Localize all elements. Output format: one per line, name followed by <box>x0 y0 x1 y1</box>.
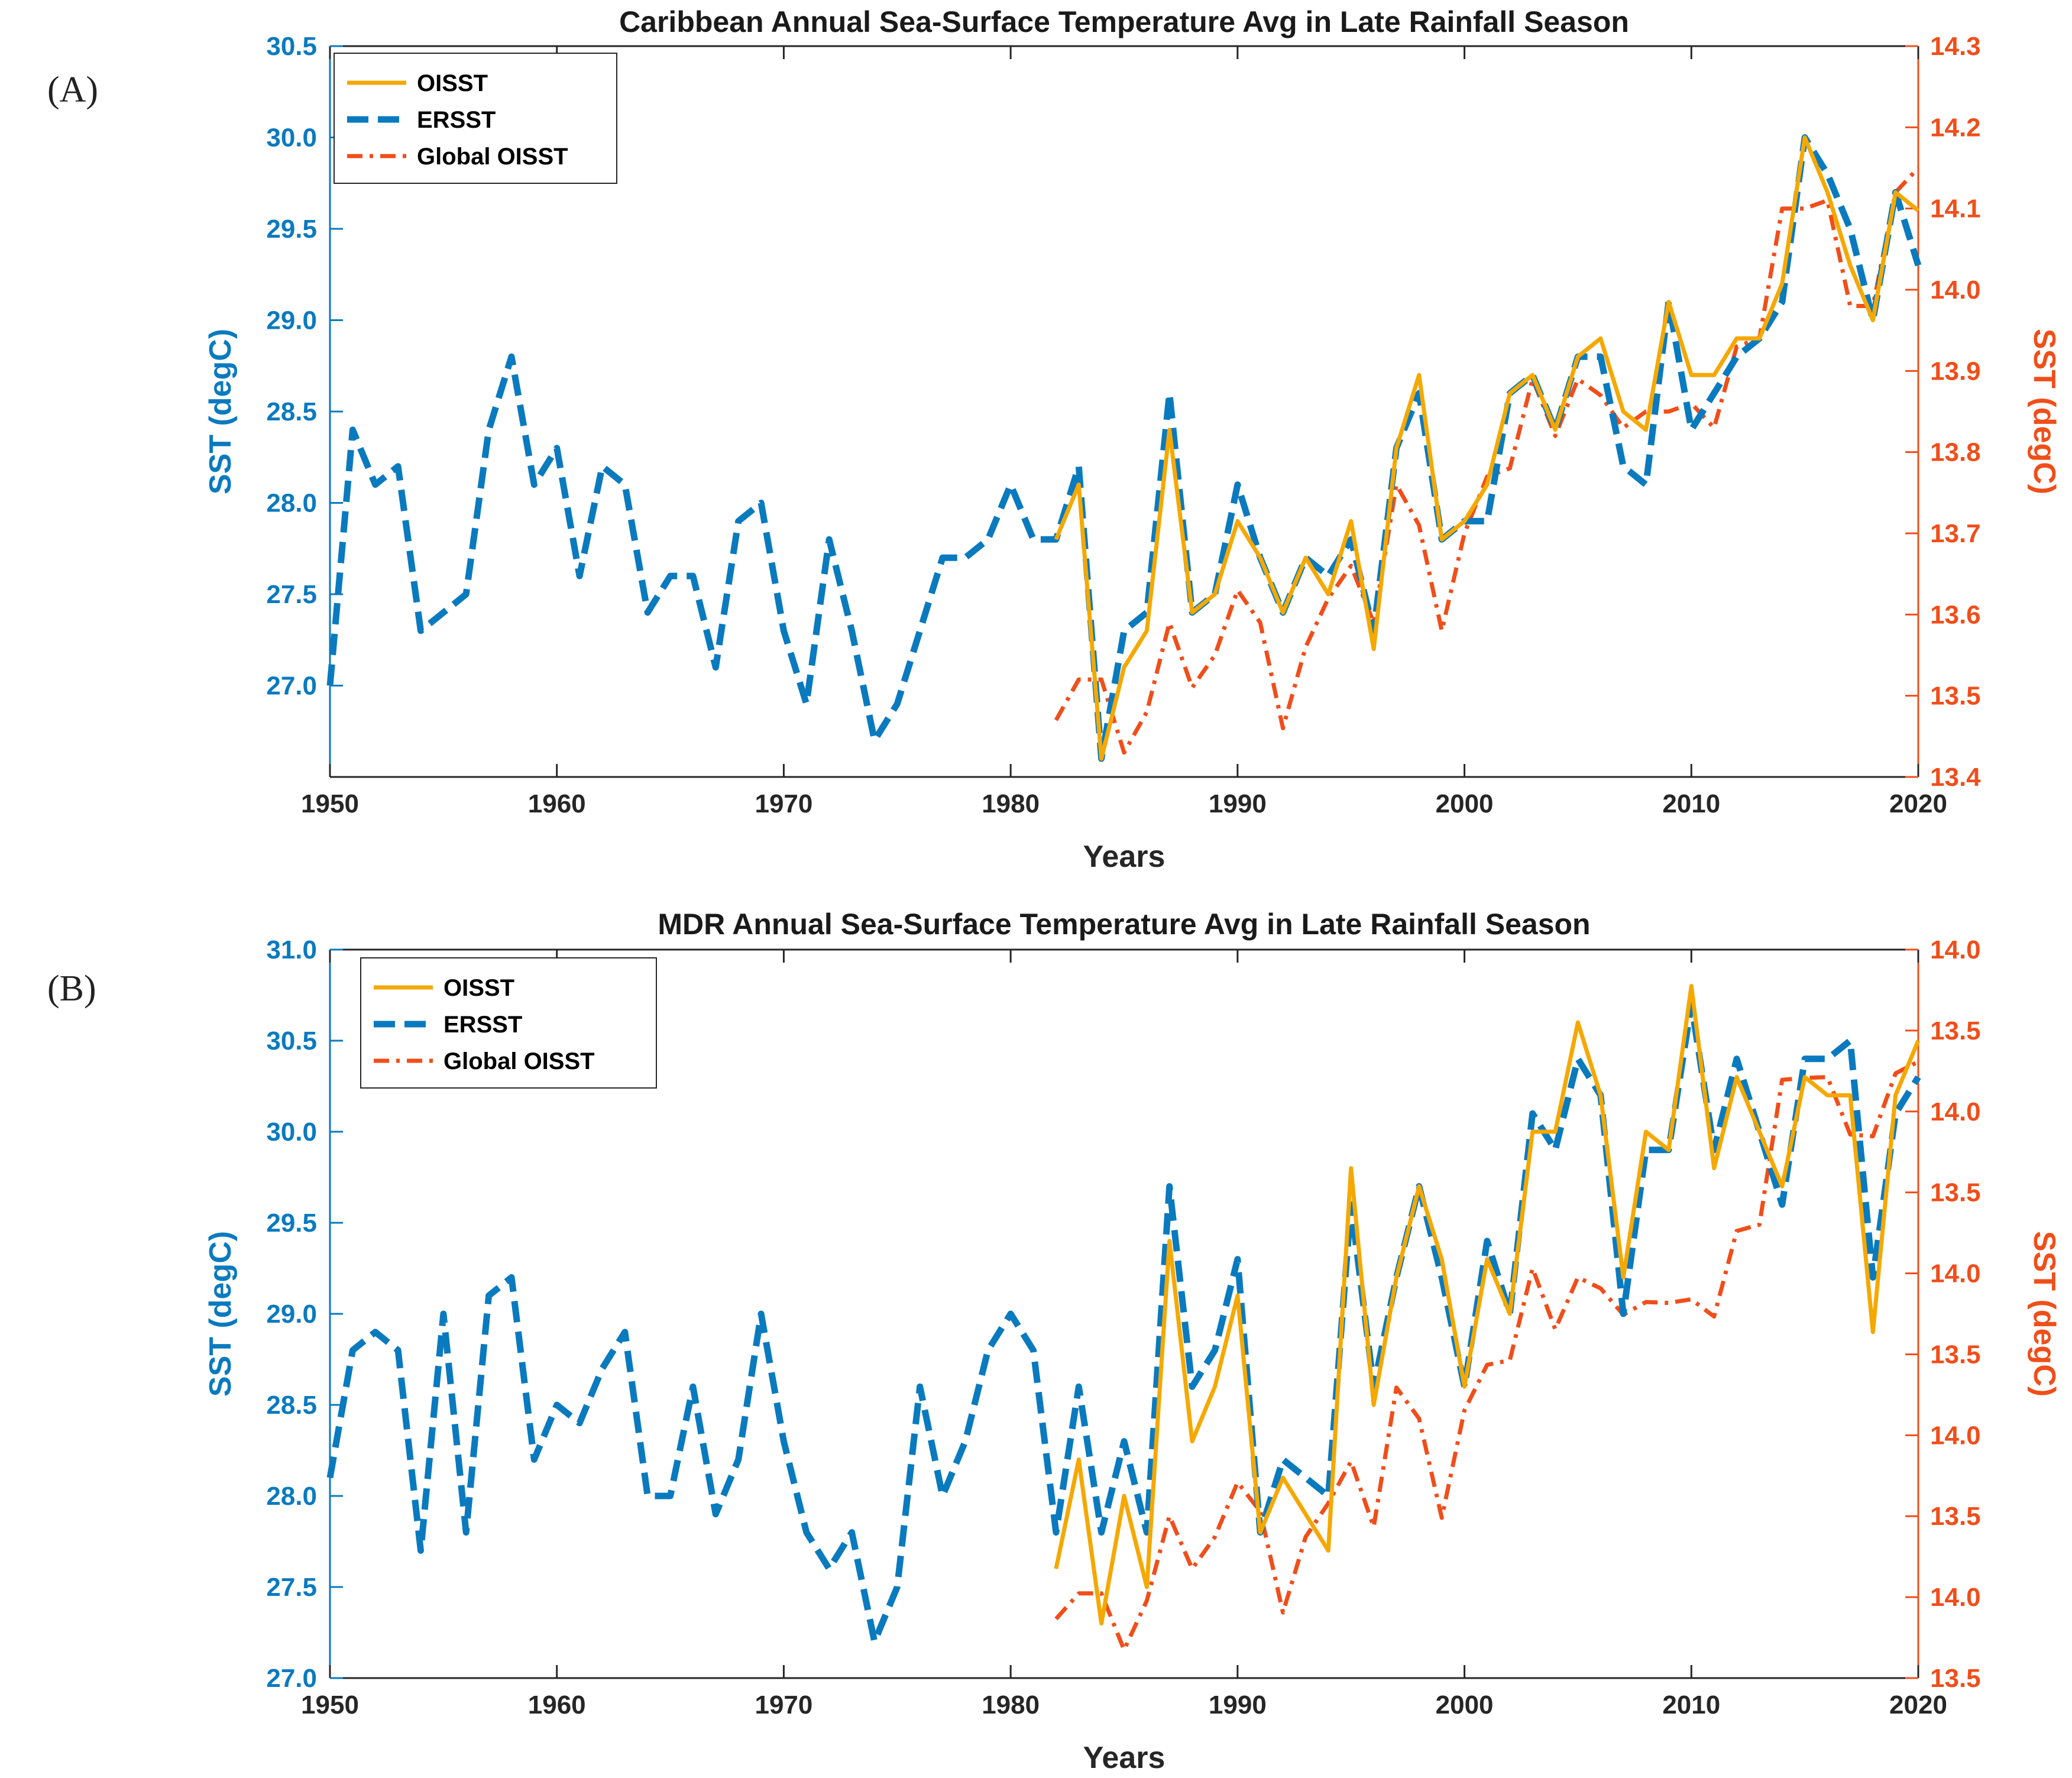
chart-title: MDR Annual Sea-Surface Temperature Avg i… <box>658 908 1590 941</box>
x-tick-label: 1960 <box>528 1690 586 1719</box>
y-axis-label-left: SST (degC) <box>203 329 238 494</box>
y-right-tick-label: 13.5 <box>1930 1502 1981 1531</box>
legend-label: OISST <box>417 70 488 96</box>
x-tick-label: 2000 <box>1436 789 1494 818</box>
y-left-tick-label: 27.0 <box>266 672 317 701</box>
y-right-tick-label: 14.0 <box>1930 276 1981 305</box>
y-left-tick-label: 29.0 <box>266 1300 317 1329</box>
chart-panel-a: (A) Caribbean Annual Sea-Surface Temperat… <box>47 5 2061 874</box>
panel-label: (B) <box>47 969 96 1009</box>
y-right-tick-label: 13.6 <box>1930 600 1981 629</box>
y-right-tick-label: 13.4 <box>1930 763 1981 792</box>
x-tick-label: 1980 <box>982 1690 1040 1719</box>
y-right-tick-label: 14.0 <box>1930 1583 1981 1612</box>
y-left-tick-label: 30.5 <box>266 32 317 61</box>
x-tick-label: 2000 <box>1436 1690 1494 1719</box>
y-left-tick-label: 31.0 <box>266 935 317 964</box>
y-right-tick-label: 13.5 <box>1930 1340 1981 1369</box>
y-right-tick-label: 14.0 <box>1930 1421 1981 1450</box>
x-tick-label: 1990 <box>1209 1690 1267 1719</box>
y-left-tick-label: 28.5 <box>266 1391 317 1420</box>
y-left-tick-label: 29.5 <box>266 1209 317 1238</box>
y-right-tick-label: 14.0 <box>1930 935 1981 964</box>
y-right-tick-label: 13.5 <box>1930 1016 1981 1045</box>
x-tick-label: 1970 <box>755 1690 812 1719</box>
legend-label: Global OISST <box>443 1048 595 1074</box>
y-right-tick-label: 14.2 <box>1930 113 1981 142</box>
y-left-tick-label: 28.0 <box>266 1482 317 1511</box>
y-right-tick-label: 13.7 <box>1930 519 1981 548</box>
y-right-tick-label: 13.5 <box>1930 682 1981 711</box>
x-tick-label: 1970 <box>755 789 812 818</box>
panel-label: (A) <box>47 70 98 110</box>
legend-label: OISST <box>443 975 514 1001</box>
y-left-tick-label: 30.0 <box>266 1118 317 1147</box>
y-right-tick-label: 14.3 <box>1930 32 1981 61</box>
legend-label: Global OISST <box>417 144 568 170</box>
y-left-tick-label: 28.5 <box>266 397 317 426</box>
y-right-tick-label: 13.8 <box>1930 438 1981 467</box>
y-left-tick-label: 28.0 <box>266 489 317 518</box>
y-left-tick-label: 27.5 <box>266 580 317 609</box>
y-right-tick-label: 14.1 <box>1930 195 1981 224</box>
x-axis-label: Years <box>1083 1741 1166 1775</box>
y-right-tick-label: 14.0 <box>1930 1259 1981 1288</box>
x-tick-label: 2020 <box>1889 1690 1947 1719</box>
y-left-tick-label: 30.5 <box>266 1026 317 1055</box>
x-tick-label: 2010 <box>1662 1690 1720 1719</box>
x-tick-label: 1980 <box>982 789 1040 818</box>
legend-label: ERSST <box>443 1012 522 1038</box>
x-tick-label: 2010 <box>1662 789 1720 818</box>
y-axis-label-left: SST (degC) <box>203 1231 238 1397</box>
chart-panel-b: (B) MDR Annual Sea-Surface Temperature Av… <box>47 908 2061 1775</box>
legend-label: ERSST <box>417 107 496 133</box>
x-tick-label: 1990 <box>1209 789 1267 818</box>
y-left-tick-label: 29.0 <box>266 306 317 335</box>
y-left-tick-label: 27.5 <box>266 1573 317 1602</box>
y-right-tick-label: 13.5 <box>1930 1664 1981 1693</box>
y-axis-label-right: SST (degC) <box>2027 329 2061 494</box>
legend: OISST ERSST Global OISST <box>334 53 617 184</box>
y-right-tick-label: 14.0 <box>1930 1097 1981 1126</box>
y-right-tick-label: 13.9 <box>1930 357 1981 386</box>
x-tick-label: 2020 <box>1889 789 1947 818</box>
y-axis-label-right: SST (degC) <box>2027 1231 2061 1397</box>
y-left-tick-label: 30.0 <box>266 124 317 153</box>
x-axis-label: Years <box>1083 840 1166 874</box>
series-line-ersst <box>326 134 1922 762</box>
legend: OISST ERSST Global OISST <box>360 957 657 1089</box>
x-tick-label: 1960 <box>528 789 586 818</box>
x-tick-label: 1950 <box>301 1690 359 1719</box>
y-left-tick-label: 29.5 <box>266 215 317 244</box>
y-left-tick-label: 27.0 <box>266 1664 317 1693</box>
y-right-tick-label: 13.5 <box>1930 1178 1981 1207</box>
x-tick-label: 1950 <box>301 789 359 818</box>
chart-title: Caribbean Annual Sea-Surface Temperature… <box>619 5 1629 38</box>
